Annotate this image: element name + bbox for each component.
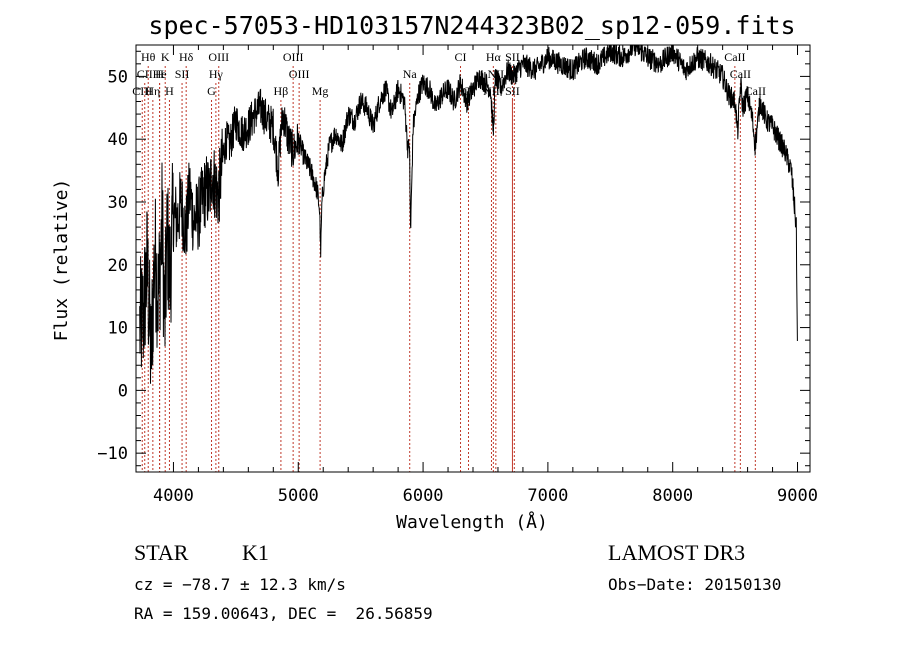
y-tick-label: 20	[108, 256, 128, 276]
axis-tick-labels: 4000 5000 6000 7000 8000 9000 −10 0 10 20 30 40 50	[97, 67, 818, 506]
spectral-line-label: Hη	[145, 84, 160, 98]
spectral-line-label: Hδ	[179, 50, 194, 64]
object-subclass: K1	[242, 540, 269, 565]
x-tick-label: 5000	[278, 486, 319, 506]
spectral-line-label: CI	[455, 50, 467, 64]
x-tick-label: 7000	[527, 486, 568, 506]
spectral-line-label: OIII	[208, 50, 229, 64]
spectral-line-label: CaII	[730, 67, 751, 81]
survey-name: LAMOST DR3	[608, 540, 746, 565]
spectral-line-label: Na	[403, 67, 418, 81]
y-tick-label: 50	[108, 67, 128, 87]
spectral-line-label: OIII	[289, 67, 310, 81]
spectral-line-label: G	[207, 84, 216, 98]
series-layer	[139, 45, 798, 384]
spectral-line-label: H	[155, 67, 164, 81]
spectral-line-label: SII	[175, 67, 190, 81]
spectral-line-label: Hγ	[209, 67, 224, 81]
spectral-line-label: CII	[137, 67, 153, 81]
observation-date: Obs−Date: 20150130	[608, 575, 782, 594]
spectral-line-label: Hα	[486, 50, 502, 64]
y-tick-label: 40	[108, 130, 128, 150]
y-tick-label: 0	[118, 381, 128, 401]
y-tick-label: −10	[97, 444, 128, 464]
object-class: STAR	[134, 540, 189, 565]
x-tick-label: 9000	[777, 486, 818, 506]
coordinates: RA = 159.00643, DEC = 26.56859	[134, 604, 433, 623]
y-tick-label: 30	[108, 193, 128, 213]
spectral-line-label: CaII	[745, 84, 766, 98]
spectral-line-label: OIII	[283, 50, 304, 64]
spectral-line-label: SII	[505, 84, 520, 98]
y-axis-label: Flux (relative)	[51, 179, 72, 342]
spectral-line-label: Hβ	[274, 84, 289, 98]
spectral-line-label: K	[161, 50, 170, 64]
x-axis-label: Wavelength (Å)	[396, 511, 548, 533]
redshift-velocity: cz = −78.7 ± 12.3 km/s	[134, 575, 346, 594]
spectral-line-label: Hθ	[141, 50, 156, 64]
x-tick-label: 4000	[153, 486, 194, 506]
spectral-line-label: SII	[505, 50, 520, 64]
flux-series-line	[139, 45, 798, 384]
spectral-line-label: H	[165, 84, 174, 98]
x-tick-label: 6000	[403, 486, 444, 506]
spectral-line-label: He	[153, 67, 167, 81]
y-tick-label: 10	[108, 319, 128, 339]
spectral-line-label: CaII	[724, 50, 745, 64]
spectral-line-label: Mg	[312, 84, 329, 98]
spectral-line-label: CIII	[132, 84, 152, 98]
chart-title: spec-57053-HD103157N244323B02_sp12-059.f…	[148, 11, 795, 40]
x-tick-label: 8000	[652, 486, 693, 506]
axis-ticks	[136, 45, 810, 472]
